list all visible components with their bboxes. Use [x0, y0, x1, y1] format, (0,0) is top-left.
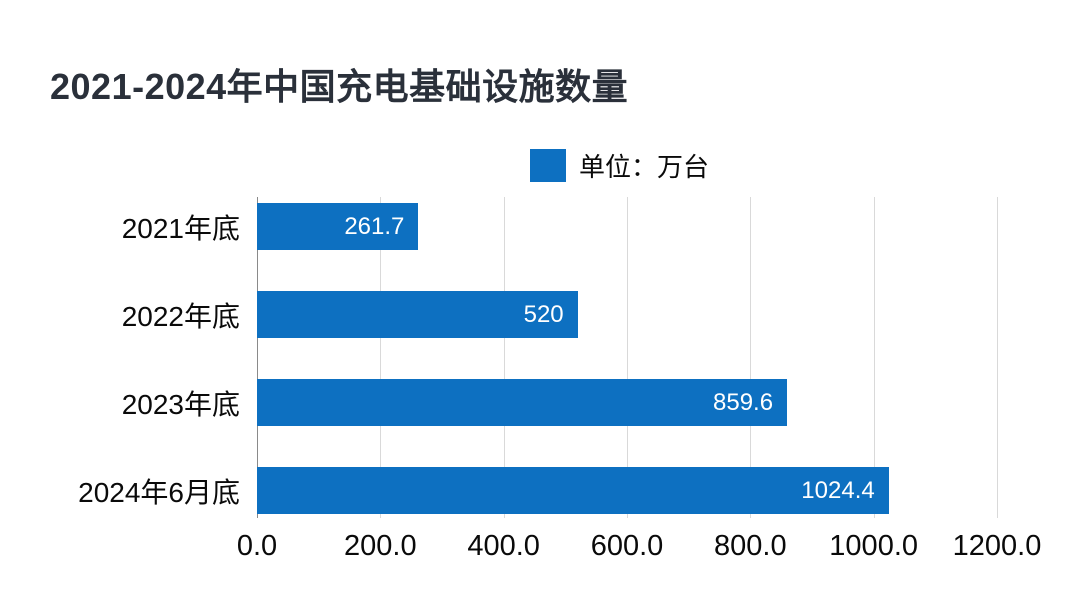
- category-label: 2022年底: [121, 300, 240, 332]
- bar-value-label: 520: [523, 300, 564, 328]
- grid-line: [380, 197, 382, 518]
- legend-label: 单位：万台: [579, 151, 710, 182]
- plot-area: 0.0 200.0 400.0 600.0 800.0 1000.0 1200.0 2021年…: [78, 197, 1041, 562]
- bar: 520: [257, 291, 578, 338]
- bar: 859.6: [257, 379, 788, 426]
- bar: 1024.4: [257, 467, 889, 514]
- grid-line: [997, 197, 998, 518]
- category-label: 2024年6月底: [78, 476, 240, 508]
- x-tick-label: 400.0: [467, 530, 540, 562]
- bar-value-label: 1024.4: [801, 476, 875, 504]
- x-tick-label: 0.0: [236, 530, 278, 562]
- grid-line: [750, 197, 752, 518]
- chart-title: 2021-2024年中国充电基础设施数量: [50, 66, 629, 107]
- x-tick-label: 200.0: [344, 530, 417, 562]
- grid-line: [873, 197, 875, 518]
- x-tick-label: 800.0: [714, 530, 787, 562]
- y-axis-line: [257, 197, 258, 518]
- legend-swatch-icon: [530, 148, 566, 182]
- x-tick-label: 600.0: [590, 530, 664, 562]
- x-tick-label: 1200.0: [952, 530, 1042, 562]
- bar: 261.7: [257, 203, 419, 250]
- grid-line: [627, 197, 628, 518]
- bar-value-label: 261.7: [344, 212, 405, 240]
- category-label: 2021年底: [121, 212, 240, 244]
- category-label: 2023年底: [121, 388, 240, 420]
- x-tick-label: 1000.0: [829, 530, 919, 562]
- bar-value-label: 859.6: [713, 388, 774, 416]
- legend: 单位：万台: [530, 148, 709, 182]
- grid-line: [503, 197, 505, 518]
